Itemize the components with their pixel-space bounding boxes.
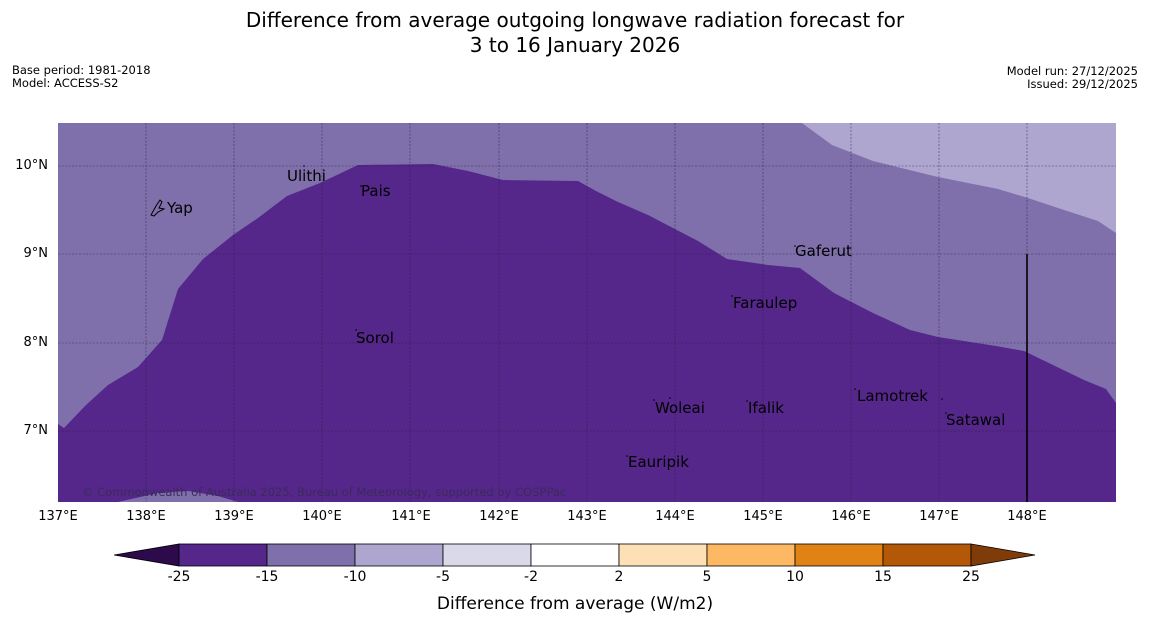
lon-label-145e: 145°E bbox=[743, 509, 783, 524]
base-period: Base period: 1981-2018 bbox=[12, 63, 151, 77]
place-satawal: Satawal bbox=[946, 411, 1005, 429]
colorbar-tick-label: -2 bbox=[524, 569, 538, 585]
model-run: Model run: 27/12/2025 bbox=[1006, 64, 1138, 78]
field-light-patch bbox=[118, 491, 238, 502]
meta-right: Model run: 27/12/2025 Issued: 29/12/2025 bbox=[1007, 65, 1138, 91]
colorbar-tick-label: -10 bbox=[343, 569, 367, 585]
title-line-1: Difference from average outgoing longwav… bbox=[245, 8, 905, 32]
place-faraulep: Faraulep bbox=[733, 294, 797, 312]
field-minus10-to-minus5 bbox=[802, 123, 1116, 233]
colorbar-segment bbox=[618, 543, 708, 567]
issued-date: Issued: 29/12/2025 bbox=[1027, 77, 1138, 91]
lon-label-141e: 141°E bbox=[391, 509, 431, 524]
colorbar-tick-label: 10 bbox=[786, 569, 804, 585]
colorbar-segment bbox=[354, 543, 444, 567]
model-name: Model: ACCESS-S2 bbox=[12, 76, 119, 90]
colorbar-tick-label: -15 bbox=[255, 569, 279, 585]
lon-label-146e: 146°E bbox=[831, 509, 871, 524]
lon-label-148e: 148°E bbox=[1007, 509, 1047, 524]
colorbar-tick-label: 15 bbox=[874, 569, 892, 585]
place-ifalik: Ifalik bbox=[748, 399, 784, 417]
colorbar bbox=[114, 543, 1036, 567]
colorbar-tick-label: 25 bbox=[962, 569, 980, 585]
place-sorol: Sorol bbox=[356, 329, 394, 347]
colorbar-title: Difference from average (W/m2) bbox=[436, 594, 714, 614]
colorbar-segment bbox=[442, 543, 532, 567]
place-lamotrek: Lamotrek bbox=[857, 387, 928, 405]
place-woleai: Woleai bbox=[655, 399, 705, 417]
island-dots bbox=[303, 165, 947, 457]
lat-label-8n: 8°N bbox=[23, 335, 49, 350]
place-yap: Yap bbox=[166, 199, 193, 217]
colorbar-segment bbox=[266, 543, 356, 567]
yap-island-icon bbox=[150, 199, 166, 217]
place-gaferut: Gaferut bbox=[795, 242, 852, 260]
colorbar-segment bbox=[882, 543, 972, 567]
colorbar-extend-high bbox=[970, 543, 1036, 567]
place-ulithi: Ulithi bbox=[287, 167, 326, 185]
colorbar-tick-label: -25 bbox=[167, 569, 191, 585]
lat-label-10n: 10°N bbox=[15, 158, 48, 173]
lon-label-143e: 143°E bbox=[567, 509, 607, 524]
place-pais: Pais bbox=[361, 182, 391, 200]
copyright-notice: © Commonwealth of Australia 2025, Bureau… bbox=[82, 485, 566, 499]
colorbar-extend-low bbox=[114, 543, 180, 567]
chart-title: Difference from average outgoing longwav… bbox=[0, 8, 1150, 58]
colorbar-segment bbox=[178, 543, 268, 567]
place-eauripik: Eauripik bbox=[628, 453, 689, 471]
colorbar-tick-label: 5 bbox=[702, 569, 712, 585]
lon-label-139e: 139°E bbox=[214, 509, 254, 524]
lon-label-138e: 138°E bbox=[126, 509, 166, 524]
colorbar-tick-label: -5 bbox=[436, 569, 450, 585]
lat-label-7n: 7°N bbox=[23, 423, 49, 438]
lon-label-142e: 142°E bbox=[479, 509, 519, 524]
lon-label-137e: 137°E bbox=[38, 509, 78, 524]
lon-label-144e: 144°E bbox=[655, 509, 695, 524]
meta-left: Base period: 1981-2018 Model: ACCESS-S2 bbox=[12, 64, 151, 90]
colorbar-segment bbox=[794, 543, 884, 567]
lat-label-9n: 9°N bbox=[23, 246, 49, 261]
title-line-2: 3 to 16 January 2026 bbox=[469, 33, 681, 57]
colorbar-tick-label: 2 bbox=[614, 569, 624, 585]
lon-label-140e: 140°E bbox=[302, 509, 342, 524]
lon-label-147e: 147°E bbox=[919, 509, 959, 524]
colorbar-segment bbox=[706, 543, 796, 567]
map-panel: Yap Ulithi Pais Gaferut Faraulep Sorol L… bbox=[58, 123, 1116, 502]
colorbar-segment bbox=[530, 543, 620, 567]
